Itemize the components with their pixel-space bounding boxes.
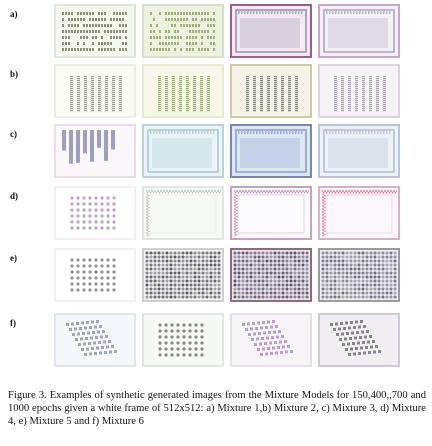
synthetic-image bbox=[230, 64, 312, 118]
synthetic-image bbox=[142, 4, 224, 58]
synthetic-image bbox=[54, 186, 136, 240]
synthetic-image-tile bbox=[230, 313, 312, 367]
row-label: c) bbox=[10, 129, 17, 139]
synthetic-image bbox=[318, 313, 400, 367]
synthetic-image-tile bbox=[318, 4, 400, 58]
synthetic-image bbox=[230, 124, 312, 178]
figure-caption: Figure 3. Examples of synthetic generate… bbox=[8, 390, 426, 427]
synthetic-image-tile bbox=[142, 64, 224, 118]
synthetic-image bbox=[230, 313, 312, 367]
synthetic-image-tile bbox=[318, 186, 400, 240]
row-label: b) bbox=[10, 69, 19, 79]
synthetic-image-tile bbox=[54, 313, 136, 367]
synthetic-image-tile bbox=[142, 313, 224, 367]
synthetic-image-tile bbox=[54, 124, 136, 178]
synthetic-image-tile bbox=[54, 4, 136, 58]
synthetic-image bbox=[318, 64, 400, 118]
synthetic-image-tile bbox=[230, 248, 312, 302]
synthetic-image bbox=[54, 248, 136, 302]
row-label: f) bbox=[10, 318, 16, 328]
synthetic-image-tile bbox=[142, 4, 224, 58]
synthetic-image bbox=[54, 64, 136, 118]
row-label: e) bbox=[10, 253, 17, 263]
synthetic-image bbox=[318, 186, 400, 240]
synthetic-image bbox=[54, 124, 136, 178]
synthetic-image bbox=[142, 313, 224, 367]
synthetic-image bbox=[230, 4, 312, 58]
synthetic-image bbox=[142, 124, 224, 178]
synthetic-image-tile bbox=[142, 186, 224, 240]
synthetic-image bbox=[142, 186, 224, 240]
synthetic-image-tile bbox=[318, 313, 400, 367]
synthetic-image-tile bbox=[54, 248, 136, 302]
synthetic-image-tile bbox=[230, 124, 312, 178]
row-label: d) bbox=[10, 191, 19, 201]
synthetic-image bbox=[230, 248, 312, 302]
synthetic-image-tile bbox=[318, 64, 400, 118]
synthetic-image-tile bbox=[230, 4, 312, 58]
synthetic-image bbox=[318, 124, 400, 178]
synthetic-image bbox=[142, 64, 224, 118]
synthetic-image-tile bbox=[230, 64, 312, 118]
synthetic-image-tile bbox=[142, 124, 224, 178]
synthetic-image bbox=[142, 248, 224, 302]
synthetic-image-tile bbox=[230, 186, 312, 240]
synthetic-image-tile bbox=[54, 64, 136, 118]
synthetic-image-tile bbox=[142, 248, 224, 302]
synthetic-image bbox=[54, 313, 136, 367]
figure-grid: a) b) c) d) e) f) bbox=[10, 4, 400, 367]
synthetic-image bbox=[54, 4, 136, 58]
synthetic-image-tile bbox=[318, 248, 400, 302]
synthetic-image-tile bbox=[54, 186, 136, 240]
row-label: a) bbox=[10, 9, 18, 19]
synthetic-image bbox=[318, 4, 400, 58]
synthetic-image bbox=[230, 186, 312, 240]
synthetic-image-tile bbox=[318, 124, 400, 178]
synthetic-image bbox=[318, 248, 400, 302]
